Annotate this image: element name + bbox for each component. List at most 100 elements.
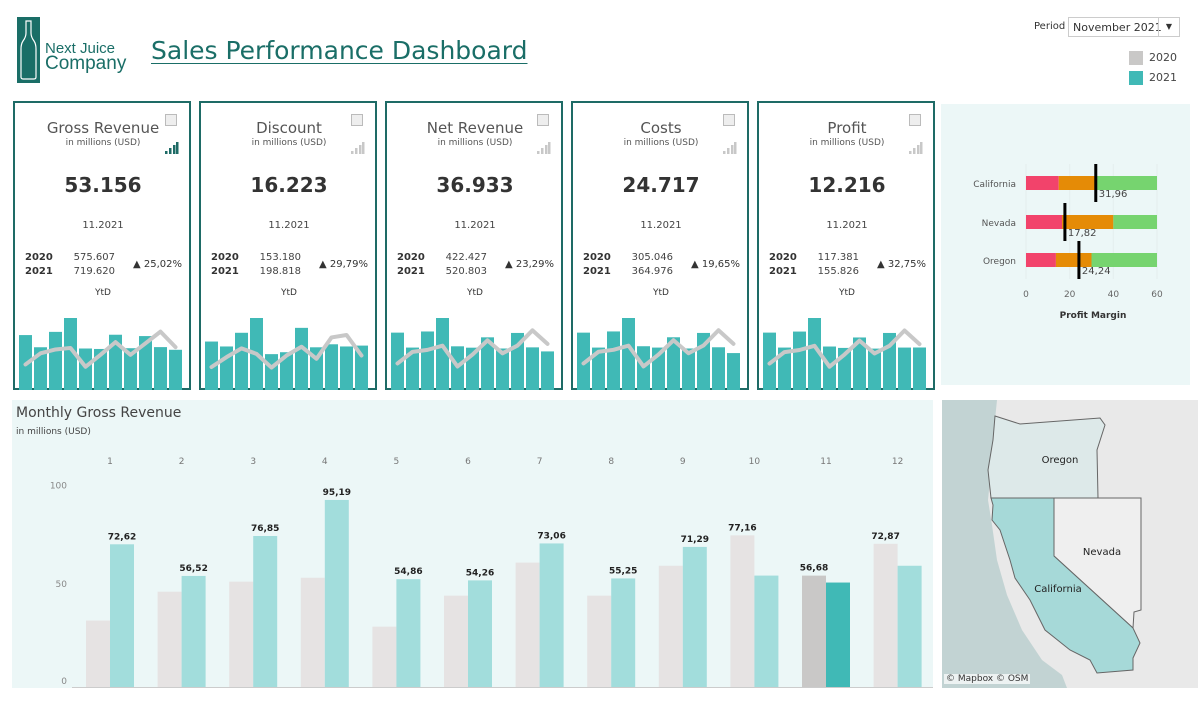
bar-2021[interactable] xyxy=(897,565,922,687)
sparkline-bar[interactable] xyxy=(406,347,419,390)
sparkline-2020-line[interactable] xyxy=(767,328,922,369)
bar-chart-icon[interactable] xyxy=(909,142,923,154)
sparkline-2020-line[interactable] xyxy=(23,329,178,369)
sparkline-bar[interactable] xyxy=(541,351,554,390)
bar-2021[interactable] xyxy=(754,575,779,687)
sparkline-bar[interactable] xyxy=(340,346,353,390)
kpi-card-profit[interactable]: Profit in millions (USD) 12.216 11.2021 … xyxy=(757,101,935,390)
sparkline-bar[interactable] xyxy=(682,348,695,390)
bar-2020[interactable] xyxy=(658,565,683,687)
kpi-card-net-revenue[interactable]: Net Revenue in millions (USD) 36.933 11.… xyxy=(385,101,563,390)
sparkline-bar[interactable] xyxy=(169,349,182,390)
document-icon[interactable] xyxy=(537,114,549,126)
sparkline-bar[interactable] xyxy=(265,354,278,390)
sparkline-bar[interactable] xyxy=(667,337,680,390)
band-fair[interactable] xyxy=(1058,176,1096,190)
document-icon[interactable] xyxy=(909,114,921,126)
band-poor[interactable] xyxy=(1026,176,1059,190)
kpi-card-gross-revenue[interactable]: Gross Revenue in millions (USD) 53.156 1… xyxy=(13,101,191,390)
period-dropdown[interactable]: November 2021 ▼ xyxy=(1068,17,1180,37)
sparkline-bar[interactable] xyxy=(898,347,911,390)
sparkline-bar[interactable] xyxy=(295,327,308,390)
sparkline-bar[interactable] xyxy=(154,347,167,390)
sparkline-bar[interactable] xyxy=(496,348,509,390)
chevron-down-icon[interactable]: ▼ xyxy=(1158,18,1179,36)
bar-2020[interactable] xyxy=(515,562,540,687)
bar-2020[interactable] xyxy=(730,535,755,687)
band-good[interactable] xyxy=(1095,176,1157,190)
sparkline-bar[interactable] xyxy=(325,344,338,390)
band-fair[interactable] xyxy=(1062,215,1114,229)
sparkline-2020-line[interactable] xyxy=(395,328,550,369)
state-california[interactable] xyxy=(990,497,1141,674)
bar-2021[interactable] xyxy=(110,544,134,687)
document-icon[interactable] xyxy=(351,114,363,126)
bar-chart-icon[interactable] xyxy=(165,142,179,154)
bar-chart-icon[interactable] xyxy=(351,142,365,154)
sparkline-2020-line[interactable] xyxy=(209,332,364,370)
sparkline-bar[interactable] xyxy=(421,331,434,390)
legend-item-2021[interactable]: 2021 xyxy=(1129,71,1177,85)
bar-2020[interactable] xyxy=(157,591,182,687)
sparkline-2020-line[interactable] xyxy=(581,328,736,369)
sparkline-bar[interactable] xyxy=(712,347,725,390)
kpi-card-costs[interactable]: Costs in millions (USD) 24.717 11.2021 2… xyxy=(571,101,749,390)
sparkline-bar[interactable] xyxy=(808,318,821,390)
bar-2021[interactable] xyxy=(253,535,278,687)
band-fair[interactable] xyxy=(1055,253,1092,267)
state-oregon[interactable] xyxy=(987,415,1106,499)
legend-item-2020[interactable]: 2020 xyxy=(1129,51,1177,65)
bar-2021[interactable] xyxy=(181,575,206,687)
sparkline-bar[interactable] xyxy=(139,336,152,390)
bar-2021[interactable] xyxy=(539,543,564,687)
margin-marker[interactable] xyxy=(1063,203,1067,241)
bar-2021[interactable] xyxy=(324,499,349,687)
bar-chart-icon[interactable] xyxy=(537,142,551,154)
sparkline-bar[interactable] xyxy=(49,331,62,390)
bar-2021[interactable] xyxy=(468,580,492,687)
sparkline-bar[interactable] xyxy=(853,337,866,390)
bar-chart-icon[interactable] xyxy=(723,142,737,154)
bar-2020[interactable] xyxy=(372,626,397,687)
sparkline-bar[interactable] xyxy=(868,348,881,390)
bar-2020[interactable] xyxy=(86,620,110,687)
kpi-card-discount[interactable]: Discount in millions (USD) 16.223 11.202… xyxy=(199,101,377,390)
sparkline-bar[interactable] xyxy=(436,318,449,390)
bar-2021[interactable] xyxy=(826,582,850,687)
sparkline-bar[interactable] xyxy=(727,353,740,390)
band-poor[interactable] xyxy=(1026,215,1063,229)
sparkline-bar[interactable] xyxy=(622,318,635,390)
band-good[interactable] xyxy=(1113,215,1157,229)
bar-2020[interactable] xyxy=(229,581,254,687)
band-poor[interactable] xyxy=(1026,253,1056,267)
sparkline-bar[interactable] xyxy=(526,347,539,390)
margin-marker[interactable] xyxy=(1077,241,1081,279)
state-map[interactable]: Oregon Nevada California xyxy=(942,400,1198,688)
margin-marker[interactable] xyxy=(1094,164,1098,202)
sparkline-bar[interactable] xyxy=(607,331,620,390)
sparkline-bar[interactable] xyxy=(64,318,77,390)
bar-2020[interactable] xyxy=(873,543,898,687)
bar-2020[interactable] xyxy=(587,595,612,687)
map-attribution[interactable]: © Mapbox © OSM xyxy=(944,674,1031,684)
bar-2020[interactable] xyxy=(444,595,468,687)
bar-2021[interactable] xyxy=(611,578,636,687)
sparkline-bar[interactable] xyxy=(778,347,791,390)
bar-2020[interactable] xyxy=(802,575,826,687)
band-good[interactable] xyxy=(1091,253,1158,267)
sparkline-bar[interactable] xyxy=(79,348,92,390)
document-icon[interactable] xyxy=(723,114,735,126)
sparkline-bar[interactable] xyxy=(235,332,248,390)
sparkline-bar[interactable] xyxy=(793,331,806,390)
sparkline-bar[interactable] xyxy=(124,348,137,390)
sparkline-bar[interactable] xyxy=(592,347,605,390)
sparkline-bar[interactable] xyxy=(109,334,122,390)
page-title[interactable]: Sales Performance Dashboard xyxy=(151,36,528,65)
sparkline-bar[interactable] xyxy=(913,347,926,390)
bar-2020[interactable] xyxy=(300,577,325,687)
sparkline-bar[interactable] xyxy=(481,337,494,390)
sparkline-bar[interactable] xyxy=(355,345,368,390)
bar-2021[interactable] xyxy=(396,579,421,687)
sparkline-bar[interactable] xyxy=(280,352,293,390)
bar-2021[interactable] xyxy=(682,546,707,687)
